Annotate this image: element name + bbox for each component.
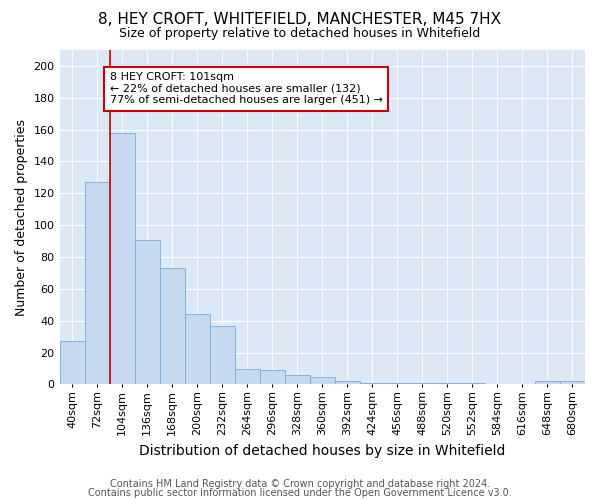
Bar [185, 314, 209, 384]
Bar [59, 342, 85, 384]
Y-axis label: Number of detached properties: Number of detached properties [15, 118, 28, 316]
Bar [134, 240, 160, 384]
Text: 8, HEY CROFT, WHITEFIELD, MANCHESTER, M45 7HX: 8, HEY CROFT, WHITEFIELD, MANCHESTER, M4… [98, 12, 502, 28]
Bar [435, 383, 460, 384]
Bar [385, 383, 410, 384]
Bar [110, 133, 134, 384]
X-axis label: Distribution of detached houses by size in Whitefield: Distribution of detached houses by size … [139, 444, 505, 458]
Bar [310, 376, 335, 384]
Bar [410, 383, 435, 384]
Bar [260, 370, 285, 384]
Bar [360, 383, 385, 384]
Bar [235, 368, 260, 384]
Text: Contains HM Land Registry data © Crown copyright and database right 2024.: Contains HM Land Registry data © Crown c… [110, 479, 490, 489]
Text: Contains public sector information licensed under the Open Government Licence v3: Contains public sector information licen… [88, 488, 512, 498]
Bar [535, 382, 560, 384]
Text: Size of property relative to detached houses in Whitefield: Size of property relative to detached ho… [119, 28, 481, 40]
Bar [209, 326, 235, 384]
Bar [285, 375, 310, 384]
Text: 8 HEY CROFT: 101sqm
← 22% of detached houses are smaller (132)
77% of semi-detac: 8 HEY CROFT: 101sqm ← 22% of detached ho… [110, 72, 383, 106]
Bar [460, 383, 485, 384]
Bar [335, 382, 360, 384]
Bar [160, 268, 185, 384]
Bar [560, 382, 585, 384]
Bar [85, 182, 110, 384]
